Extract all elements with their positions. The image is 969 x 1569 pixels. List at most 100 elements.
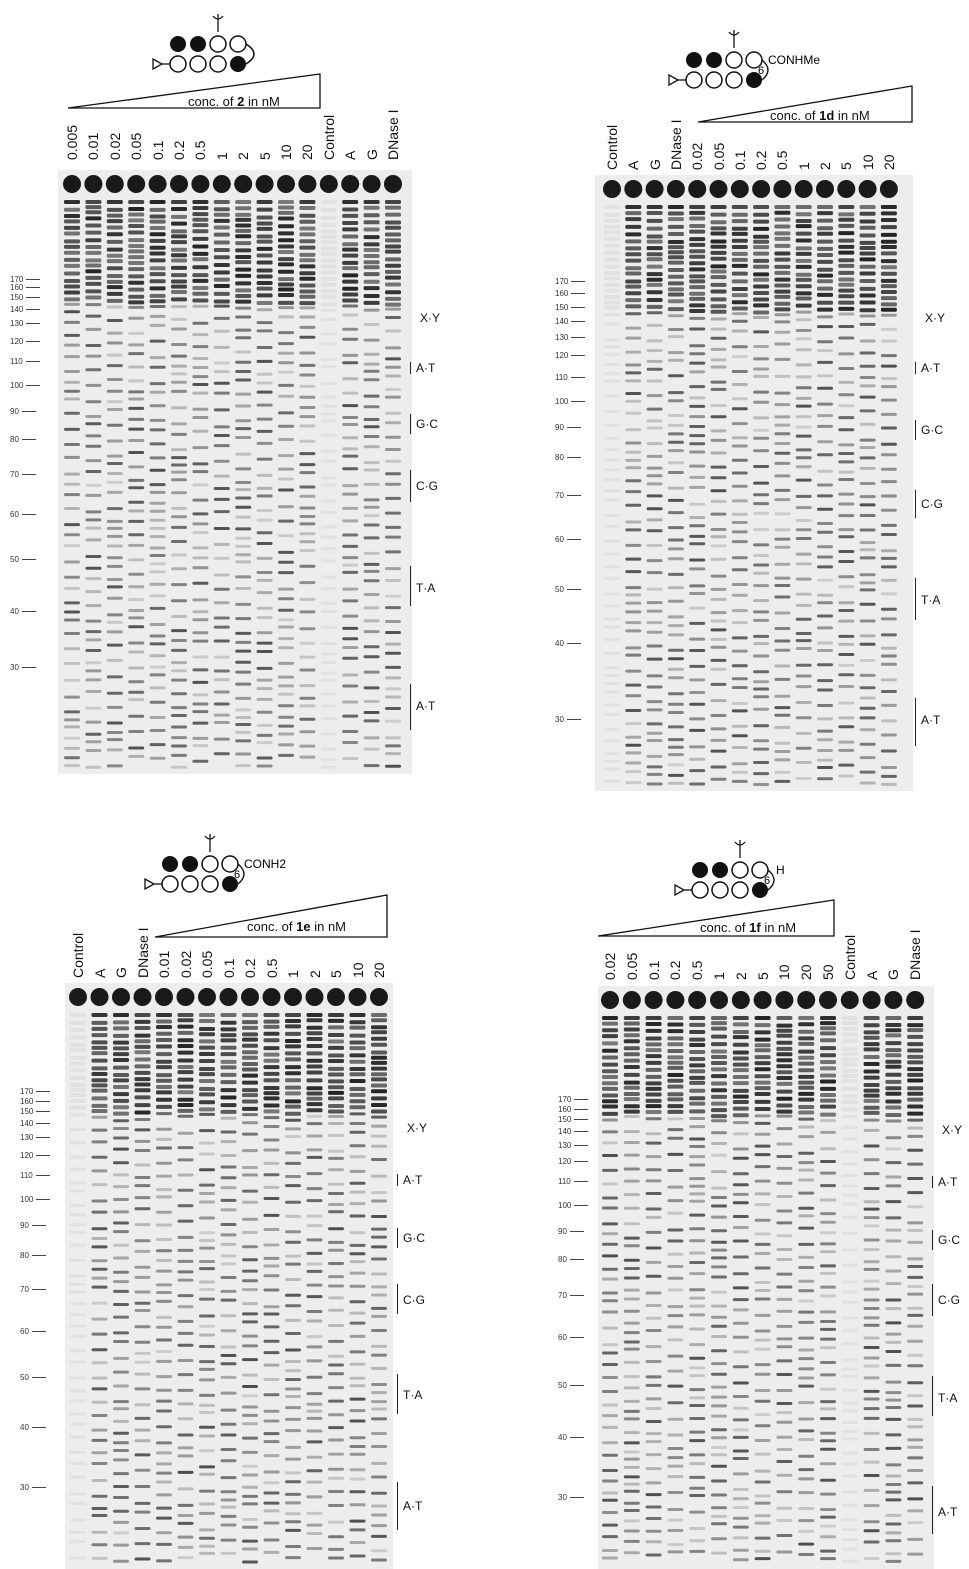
gel-lane bbox=[644, 991, 663, 1557]
size-marker: 40 bbox=[10, 607, 36, 616]
lane-label: Control bbox=[841, 934, 858, 980]
lane-label: 0.05 bbox=[199, 950, 215, 978]
gel-lane bbox=[753, 991, 772, 1561]
gel-lane bbox=[645, 180, 664, 786]
lane-label: Control bbox=[70, 932, 86, 978]
gel-lane bbox=[133, 988, 152, 1561]
gel-lane bbox=[262, 988, 281, 1554]
lane-label: A bbox=[91, 968, 108, 978]
gel-lane bbox=[284, 988, 302, 1560]
gel-lane bbox=[255, 175, 274, 768]
region-bracket bbox=[397, 1228, 398, 1248]
lane-label: 1 bbox=[795, 162, 812, 170]
gel-lane bbox=[797, 991, 816, 1557]
region-label: A·T bbox=[403, 1173, 423, 1187]
lane-label: 1 bbox=[213, 152, 230, 160]
size-marker: 90 bbox=[558, 1227, 584, 1236]
lane-label: 0.5 bbox=[192, 140, 209, 160]
region-label: T·A bbox=[938, 1391, 958, 1405]
concentration-wedge-icon bbox=[598, 899, 835, 937]
region-label: G·C bbox=[403, 1231, 425, 1245]
region-label: A·T bbox=[921, 361, 941, 375]
lane-label: DNase I bbox=[667, 119, 684, 170]
gel-lane bbox=[127, 175, 146, 758]
gel-lane bbox=[837, 180, 856, 778]
gel-lane bbox=[884, 991, 903, 1563]
gel-lane bbox=[241, 988, 259, 1564]
region-label: T·A bbox=[921, 593, 941, 607]
lane-label: 0.5 bbox=[774, 150, 791, 170]
concentration-wedge-icon bbox=[155, 894, 388, 938]
gel-lane bbox=[105, 175, 124, 768]
region-label: C·G bbox=[403, 1293, 425, 1307]
region-bracket bbox=[397, 1482, 398, 1530]
lane-label: 0.01 bbox=[156, 950, 172, 978]
size-marker: 50 bbox=[10, 555, 36, 564]
gel-bands bbox=[69, 988, 388, 1564]
gel-lane bbox=[234, 175, 253, 768]
concentration-label: conc. of 2 in nM bbox=[188, 94, 280, 109]
size-marker: 130 bbox=[555, 333, 586, 342]
size-marker: 150 bbox=[10, 293, 41, 302]
motif-terminus: CONHMe bbox=[768, 53, 820, 67]
gel-image bbox=[598, 986, 934, 1569]
size-marker: 150 bbox=[20, 1107, 51, 1116]
gel-lane bbox=[688, 180, 707, 786]
size-marker: 140 bbox=[10, 305, 41, 314]
gel-lane bbox=[879, 180, 898, 786]
region-bracket bbox=[915, 578, 916, 620]
lane-label: 20 bbox=[371, 962, 387, 978]
concentration-wedge-icon bbox=[68, 73, 321, 109]
lane-label: 0.5 bbox=[689, 960, 706, 980]
lane-label: 20 bbox=[299, 144, 316, 160]
lane-label: 2 bbox=[732, 972, 749, 980]
gel-lane bbox=[603, 180, 621, 783]
motif-subscript: 6 bbox=[764, 875, 770, 887]
size-marker: 60 bbox=[558, 1333, 584, 1342]
gel-lane bbox=[601, 991, 619, 1560]
lane-label: 0.1 bbox=[149, 140, 166, 160]
gel-lane bbox=[858, 180, 877, 785]
lane-label: G bbox=[646, 159, 663, 170]
gel-lane bbox=[688, 991, 707, 1553]
gel-lane bbox=[63, 175, 81, 768]
lane-label: 0.2 bbox=[667, 960, 684, 980]
lane-label: 0.2 bbox=[242, 958, 258, 978]
region-label: A·T bbox=[938, 1175, 958, 1189]
gel-lane bbox=[348, 988, 367, 1558]
size-marker: 90 bbox=[10, 407, 36, 416]
size-marker: 130 bbox=[10, 319, 41, 328]
gel-lane bbox=[731, 991, 750, 1562]
size-marker: 120 bbox=[558, 1157, 589, 1166]
gel-lane bbox=[327, 988, 345, 1560]
gel-lane bbox=[709, 180, 728, 781]
region-bracket bbox=[915, 420, 916, 440]
size-marker: 30 bbox=[555, 715, 581, 724]
size-marker: 100 bbox=[10, 381, 41, 390]
lane-label: 0.2 bbox=[753, 150, 770, 170]
gel-lane bbox=[90, 988, 109, 1560]
size-marker: 160 bbox=[555, 289, 586, 298]
concentration-label: conc. of 1d in nM bbox=[770, 108, 870, 123]
size-marker: 170 bbox=[20, 1087, 51, 1096]
gel-lane bbox=[370, 988, 388, 1562]
gel-lane bbox=[819, 991, 837, 1561]
region-label: A·T bbox=[921, 713, 941, 727]
gel-lane bbox=[191, 175, 210, 763]
lane-label: 10 bbox=[349, 962, 366, 978]
size-marker: 140 bbox=[555, 317, 586, 326]
hairpin-motif-icon bbox=[152, 14, 255, 73]
region-label: T·A bbox=[403, 1388, 423, 1402]
lane-label: 0.02 bbox=[106, 132, 123, 160]
gel-image bbox=[595, 175, 913, 791]
lane-label: A bbox=[625, 160, 642, 170]
size-marker: 70 bbox=[558, 1291, 584, 1300]
region-label: A·T bbox=[416, 361, 436, 375]
size-marker: 50 bbox=[558, 1381, 584, 1390]
size-marker: 80 bbox=[558, 1255, 584, 1264]
lane-label: Control bbox=[320, 114, 337, 160]
gel-image bbox=[65, 983, 393, 1569]
lane-label: 1 bbox=[711, 972, 727, 980]
lane-label: G bbox=[363, 149, 380, 160]
region-bracket bbox=[932, 1230, 933, 1250]
